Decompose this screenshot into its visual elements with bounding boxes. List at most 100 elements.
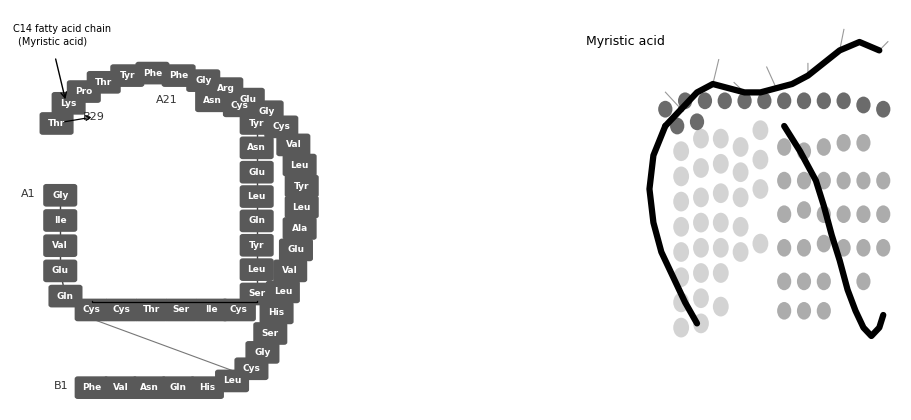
Ellipse shape [713, 297, 729, 317]
Ellipse shape [673, 166, 689, 186]
FancyBboxPatch shape [134, 299, 169, 321]
Ellipse shape [713, 183, 729, 203]
Ellipse shape [797, 239, 811, 257]
FancyBboxPatch shape [75, 376, 108, 399]
Text: Ser: Ser [173, 305, 189, 315]
Ellipse shape [732, 217, 749, 236]
FancyBboxPatch shape [186, 69, 220, 92]
Ellipse shape [777, 205, 792, 223]
FancyBboxPatch shape [240, 283, 273, 305]
FancyBboxPatch shape [189, 376, 224, 399]
Ellipse shape [693, 187, 709, 207]
Ellipse shape [732, 187, 749, 207]
FancyBboxPatch shape [266, 281, 300, 303]
FancyBboxPatch shape [234, 357, 269, 380]
FancyBboxPatch shape [223, 94, 257, 117]
FancyBboxPatch shape [240, 136, 273, 159]
Text: Leu: Leu [273, 287, 292, 297]
Text: Asn: Asn [203, 96, 221, 105]
FancyBboxPatch shape [282, 154, 317, 176]
FancyBboxPatch shape [43, 260, 77, 282]
FancyBboxPatch shape [285, 175, 319, 197]
Text: Glu: Glu [52, 266, 68, 276]
Ellipse shape [752, 121, 768, 140]
Ellipse shape [673, 141, 689, 161]
Ellipse shape [693, 238, 709, 257]
Ellipse shape [752, 179, 768, 199]
Text: Val: Val [113, 383, 128, 392]
Ellipse shape [856, 205, 871, 223]
Ellipse shape [670, 118, 684, 134]
FancyBboxPatch shape [194, 299, 228, 321]
Text: Val: Val [285, 140, 302, 150]
FancyBboxPatch shape [161, 376, 195, 399]
Text: C14 fatty acid chain: C14 fatty acid chain [13, 24, 111, 34]
FancyBboxPatch shape [260, 302, 293, 324]
Text: Thr: Thr [95, 78, 112, 87]
Text: Ser: Ser [261, 329, 279, 338]
Text: Ile: Ile [205, 305, 218, 315]
Ellipse shape [797, 302, 811, 320]
FancyBboxPatch shape [215, 370, 249, 392]
Ellipse shape [777, 172, 792, 189]
Ellipse shape [658, 101, 672, 118]
Ellipse shape [693, 158, 709, 178]
Ellipse shape [732, 137, 749, 157]
Text: Tyr: Tyr [249, 241, 264, 250]
Ellipse shape [836, 134, 851, 152]
Ellipse shape [732, 242, 749, 262]
Ellipse shape [693, 263, 709, 283]
Ellipse shape [752, 150, 768, 169]
Ellipse shape [713, 213, 729, 233]
Text: Cys: Cys [231, 101, 249, 110]
Text: Leu: Leu [223, 376, 241, 386]
Ellipse shape [856, 273, 871, 290]
Ellipse shape [713, 263, 729, 283]
Ellipse shape [876, 172, 890, 189]
Text: Glu: Glu [240, 94, 256, 104]
FancyBboxPatch shape [240, 258, 273, 281]
FancyBboxPatch shape [75, 299, 108, 321]
Text: A21: A21 [157, 95, 178, 105]
FancyBboxPatch shape [195, 89, 230, 112]
Ellipse shape [797, 273, 811, 290]
Text: Tyr: Tyr [119, 71, 135, 80]
Ellipse shape [673, 318, 689, 338]
Text: Gly: Gly [259, 107, 275, 116]
Ellipse shape [698, 92, 712, 109]
FancyBboxPatch shape [250, 100, 283, 123]
FancyBboxPatch shape [222, 299, 256, 321]
Text: Leu: Leu [248, 192, 266, 201]
Ellipse shape [797, 92, 811, 109]
FancyBboxPatch shape [43, 184, 77, 207]
Text: Asn: Asn [247, 143, 266, 152]
Ellipse shape [777, 302, 792, 320]
Ellipse shape [673, 292, 689, 312]
Text: B29: B29 [83, 112, 105, 122]
Text: Phe: Phe [82, 383, 101, 392]
Ellipse shape [690, 113, 704, 130]
Ellipse shape [718, 92, 732, 109]
Ellipse shape [693, 213, 709, 233]
Ellipse shape [836, 205, 851, 223]
FancyBboxPatch shape [110, 64, 144, 87]
Text: Thr: Thr [48, 119, 66, 128]
Text: Myristic acid: Myristic acid [586, 36, 665, 48]
FancyBboxPatch shape [279, 239, 313, 261]
Text: His: His [269, 308, 284, 318]
Text: Cys: Cys [230, 305, 248, 315]
Text: Cys: Cys [242, 364, 261, 373]
FancyBboxPatch shape [39, 112, 74, 135]
Text: Cys: Cys [113, 305, 130, 315]
Text: Ile: Ile [54, 216, 67, 225]
Ellipse shape [817, 205, 831, 223]
Ellipse shape [836, 172, 851, 189]
Text: Cys: Cys [83, 305, 100, 315]
Text: Val: Val [52, 241, 68, 250]
Text: Phe: Phe [169, 71, 189, 80]
FancyBboxPatch shape [52, 92, 86, 115]
Ellipse shape [777, 138, 792, 156]
Text: Ala: Ala [292, 224, 308, 233]
FancyBboxPatch shape [43, 209, 77, 232]
FancyBboxPatch shape [105, 299, 138, 321]
